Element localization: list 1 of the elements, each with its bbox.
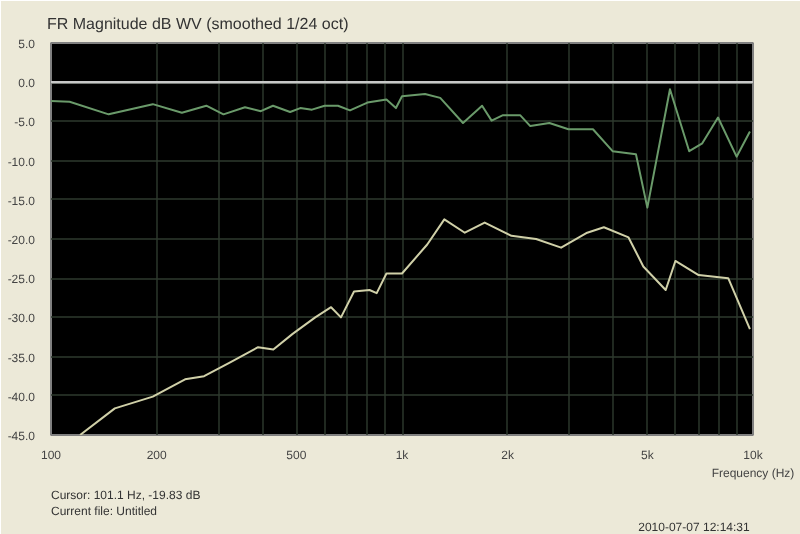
chart-title: FR Magnitude dB WV (smoothed 1/24 oct) bbox=[47, 15, 350, 33]
